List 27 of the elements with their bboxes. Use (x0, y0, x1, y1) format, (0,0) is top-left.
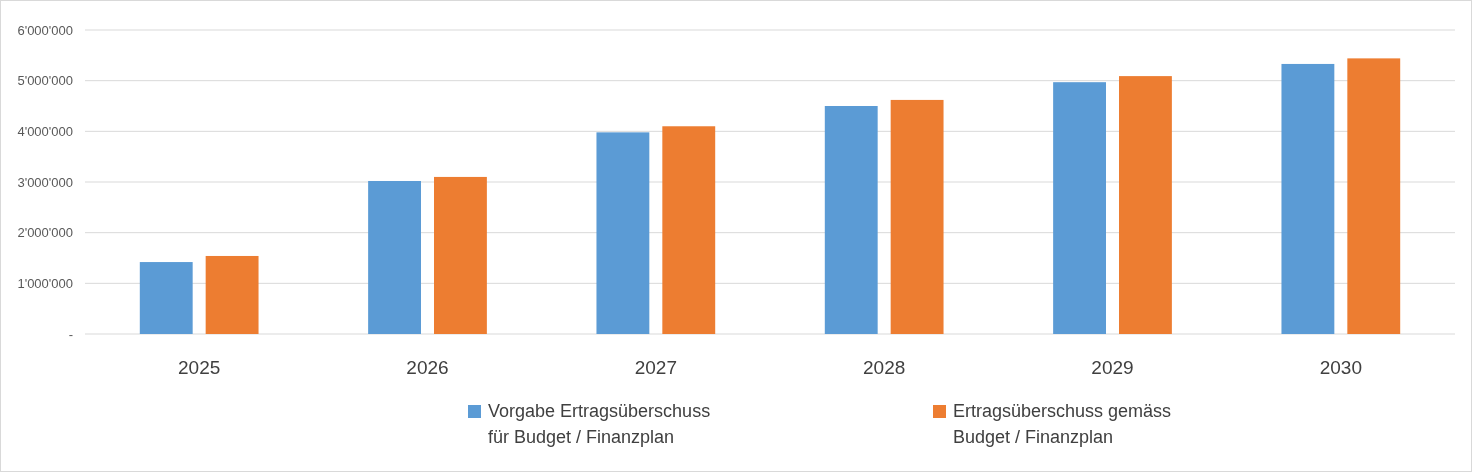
x-tick-label: 2029 (1091, 357, 1134, 378)
bar (1119, 76, 1172, 334)
bar (1347, 58, 1401, 334)
x-tick-label: 2025 (178, 357, 221, 378)
x-tick-label: 2028 (863, 357, 906, 378)
bar (1053, 82, 1106, 334)
y-tick-label: 5'000'000 (17, 73, 73, 89)
x-tick-label: 2026 (406, 357, 449, 378)
bar (662, 126, 716, 334)
x-tick-label: 2030 (1319, 357, 1362, 378)
bar (1281, 63, 1335, 334)
y-tick-label: 4'000'000 (17, 123, 73, 139)
x-tick-label: 2027 (634, 357, 677, 378)
legend-label: Vorgabe Ertragsüberschuss für Budget / Finanzplan (488, 401, 711, 447)
bar (890, 99, 944, 334)
bar (596, 132, 650, 334)
y-tick-label: 2'000'000 (17, 225, 73, 241)
y-tick-label: - (68, 326, 73, 342)
bar (824, 106, 878, 334)
y-tick-label: 1'000'000 (17, 275, 73, 291)
bar (368, 180, 421, 334)
y-tick-label: 6'000'000 (17, 22, 73, 38)
y-tick-label: 3'000'000 (17, 174, 73, 190)
bar (205, 255, 259, 334)
legend-label: Ertragsüberschuss gemäss Budget / Finanzplan (953, 401, 1172, 447)
bar (139, 262, 193, 334)
bar (434, 176, 487, 334)
